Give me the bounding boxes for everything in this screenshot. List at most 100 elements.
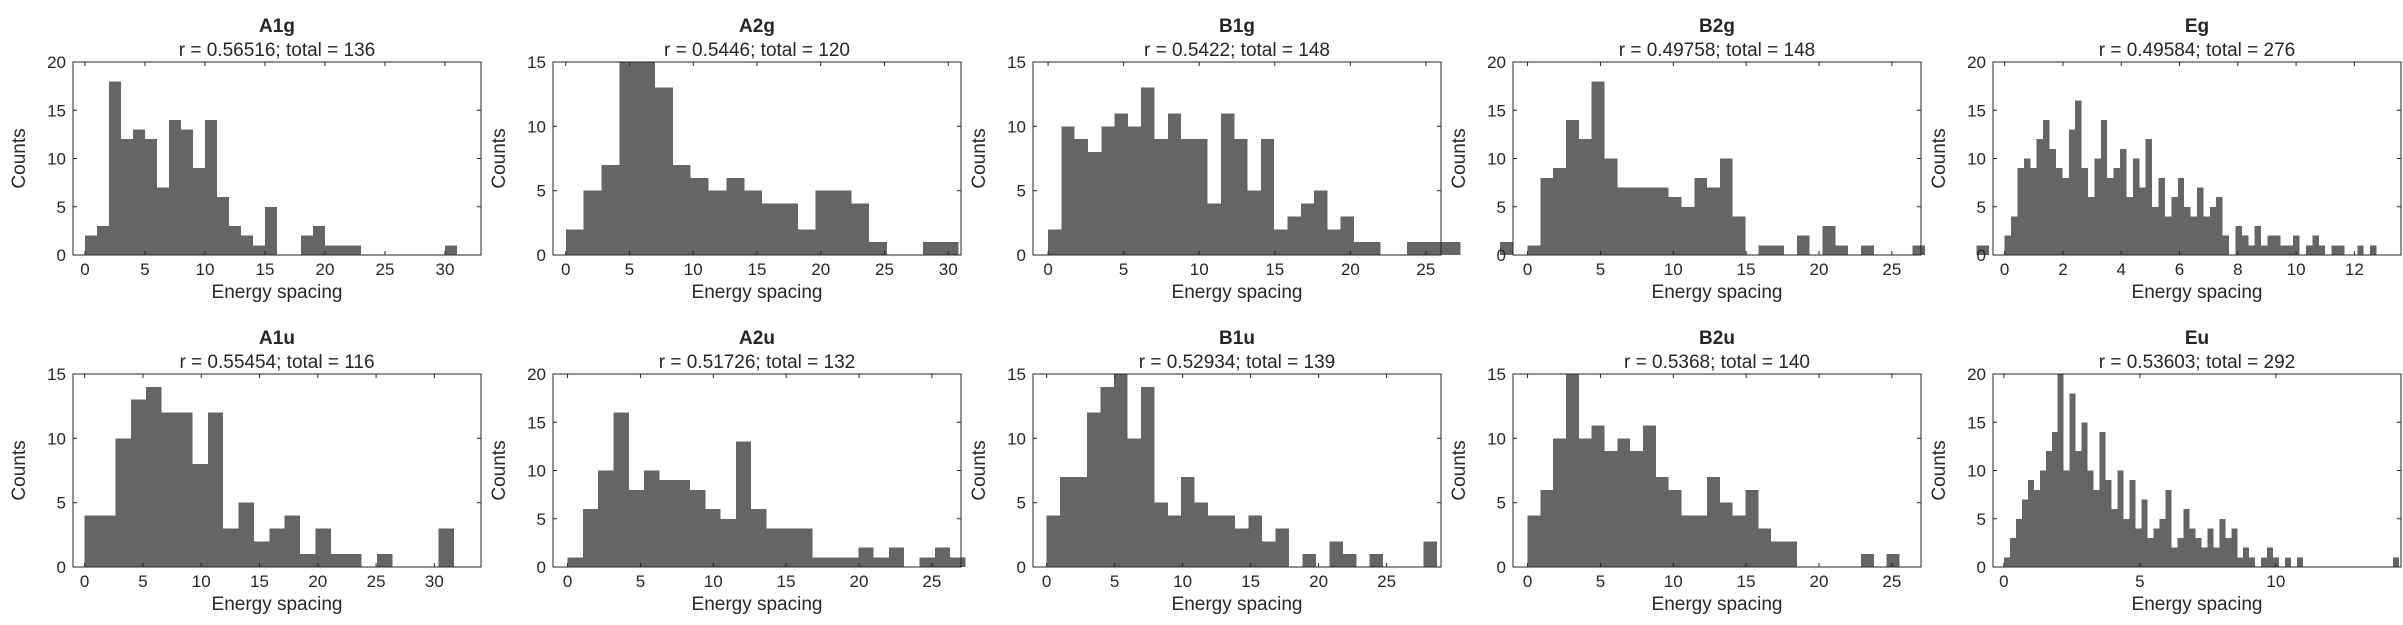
y-tick-label: 20 xyxy=(527,365,546,384)
histogram-bar xyxy=(2216,197,2223,255)
y-tick-label: 0 xyxy=(1497,246,1506,265)
x-tick-label: 0 xyxy=(80,572,89,591)
histogram-bar xyxy=(2030,168,2037,255)
y-tick-label: 0 xyxy=(1977,246,1986,265)
y-axis-label: Counts xyxy=(9,440,30,500)
histogram-bar xyxy=(438,528,454,567)
histogram-bar xyxy=(1591,81,1605,255)
x-tick-label: 15 xyxy=(1241,572,1260,591)
x-tick-label: 25 xyxy=(376,260,395,279)
histogram-bar xyxy=(565,229,584,255)
histogram-bar xyxy=(1694,177,1708,255)
histogram-bar xyxy=(2111,509,2118,567)
histogram-bar xyxy=(888,547,905,567)
x-axis-label: Energy spacing xyxy=(212,594,343,615)
histogram-bar xyxy=(2045,451,2052,567)
histogram-bar xyxy=(1527,245,1541,255)
y-tick-label: 20 xyxy=(47,53,66,72)
y-tick-label: 15 xyxy=(1007,365,1026,384)
panel-title: A1g xyxy=(259,16,295,37)
y-tick-label: 10 xyxy=(527,117,546,136)
histogram-bar xyxy=(121,139,133,255)
histogram-bar xyxy=(1274,229,1288,255)
y-tick-label: 0 xyxy=(537,558,546,577)
x-tick-label: 5 xyxy=(2135,572,2144,591)
y-tick-label: 10 xyxy=(47,150,66,169)
histogram-bar xyxy=(2015,518,2022,567)
histogram-bar xyxy=(637,62,655,255)
histogram-bar xyxy=(1732,216,1746,255)
histogram-bar xyxy=(346,554,362,567)
histogram-bar xyxy=(628,489,645,567)
histogram-bar xyxy=(100,515,116,567)
panel-title: B2u xyxy=(1699,328,1735,349)
x-tick-label: 25 xyxy=(1377,572,1396,591)
histogram-bar xyxy=(1048,229,1062,255)
x-axis-label: Energy spacing xyxy=(1172,594,1303,615)
histogram-bar xyxy=(720,518,736,567)
histogram-bar xyxy=(1642,187,1656,255)
y-axis-label: Counts xyxy=(969,440,990,500)
x-tick-label: 20 xyxy=(308,572,327,591)
histogram-bar xyxy=(1681,206,1695,255)
x-tick-label: 10 xyxy=(684,260,703,279)
panel-subtitle: r = 0.49758; total = 148 xyxy=(1619,40,1816,61)
histogram-bar xyxy=(1668,197,1682,255)
histogram-bar xyxy=(2195,538,2202,567)
histogram-bar xyxy=(2093,489,2100,567)
x-tick-label: 25 xyxy=(1882,572,1901,591)
histogram-bar xyxy=(1208,515,1222,567)
histogram-bar xyxy=(869,242,888,255)
histogram-bar xyxy=(265,206,277,255)
histogram-bar xyxy=(2370,245,2377,255)
histogram-bar xyxy=(2057,374,2064,567)
y-tick-label: 10 xyxy=(47,429,66,448)
histogram-bar xyxy=(207,412,224,567)
histogram-bar xyxy=(1604,451,1618,567)
histogram-bar xyxy=(1154,502,1168,567)
histogram-bar xyxy=(601,164,620,255)
y-tick-label: 15 xyxy=(1487,101,1506,120)
histogram-bar xyxy=(2021,499,2028,567)
y-tick-label: 10 xyxy=(1007,117,1026,136)
histogram-bar xyxy=(1642,425,1656,567)
histogram-bar xyxy=(1578,438,1592,567)
histogram-bar xyxy=(2147,538,2154,567)
histogram-bar xyxy=(2280,245,2287,255)
histogram-bar xyxy=(567,557,583,567)
histogram-bar xyxy=(1771,245,1785,255)
histogram-bar xyxy=(690,177,709,255)
histogram-bar xyxy=(1860,554,1874,567)
y-tick-label: 0 xyxy=(1017,558,1026,577)
histogram-bar xyxy=(1617,187,1631,255)
histogram-bar xyxy=(192,464,208,567)
x-tick-label: 25 xyxy=(367,572,386,591)
histogram-bar xyxy=(2177,177,2185,255)
x-tick-label: 0 xyxy=(1042,572,1051,591)
x-tick-label: 20 xyxy=(316,260,335,279)
histogram-bar xyxy=(934,547,951,567)
histogram-bar xyxy=(1060,476,1074,567)
x-tick-label: 12 xyxy=(2345,260,2364,279)
histogram-bar xyxy=(1220,113,1235,255)
histogram-bar xyxy=(827,557,843,567)
x-tick-label: 5 xyxy=(1596,260,1605,279)
histogram-bar xyxy=(269,528,285,567)
x-tick-label: 5 xyxy=(140,260,149,279)
panel-subtitle: r = 0.5368; total = 140 xyxy=(1624,352,1810,373)
x-tick-label: 10 xyxy=(1190,260,1209,279)
histogram-bar xyxy=(2088,197,2095,255)
histogram-bar xyxy=(2164,216,2172,255)
x-axis-label: Energy spacing xyxy=(1652,282,1783,303)
x-tick-label: 0 xyxy=(563,572,572,591)
histogram-bar xyxy=(284,515,301,567)
histogram-bar xyxy=(2267,547,2274,567)
y-tick-label: 20 xyxy=(1967,53,1986,72)
histogram-bar xyxy=(1141,87,1155,255)
panel-title: B1g xyxy=(1219,16,1255,37)
histogram-bar xyxy=(644,470,660,567)
histogram-bar xyxy=(1247,190,1261,255)
histogram-bar xyxy=(812,557,828,567)
histogram-bar xyxy=(2235,226,2242,255)
histogram-bar xyxy=(217,197,229,255)
